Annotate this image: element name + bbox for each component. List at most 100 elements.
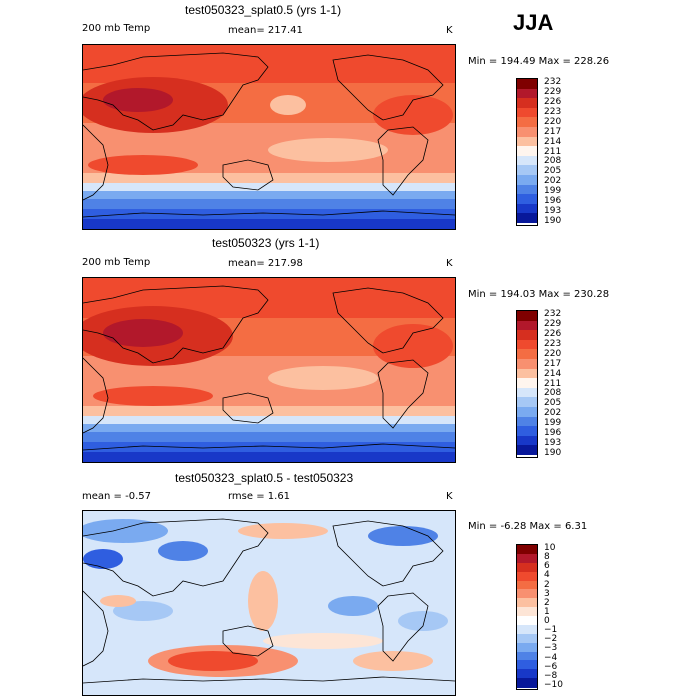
field-band xyxy=(83,424,455,432)
colorbar-swatch xyxy=(517,633,537,644)
coastline-africa xyxy=(83,124,109,201)
cool-anomaly xyxy=(368,526,438,546)
panel-1-colorbar-swatches xyxy=(516,78,538,226)
colorbar-tick-label: 226 xyxy=(544,329,562,340)
panel-1-unit-label: K xyxy=(446,25,453,36)
colorbar-swatch xyxy=(517,203,537,214)
colorbar-tick-label: 193 xyxy=(544,205,562,216)
colorbar-swatch xyxy=(517,98,537,109)
coastline-north-america xyxy=(332,287,444,354)
colorbar-swatch xyxy=(517,562,537,573)
colorbar-swatch xyxy=(517,165,537,176)
colorbar-tick-label: 1 xyxy=(544,606,550,617)
cool-anomaly xyxy=(83,549,123,569)
colorbar-swatch xyxy=(517,607,537,617)
panel-3-colorbar-swatches xyxy=(516,544,538,690)
colorbar-tick-label: 6 xyxy=(544,561,550,572)
cool-anomaly xyxy=(328,596,378,616)
coastline-south-america xyxy=(377,359,429,429)
coastline-africa xyxy=(83,357,109,434)
panel-3-contour-field xyxy=(83,511,455,695)
cool-anomaly xyxy=(158,541,208,561)
colorbar-tick-label: 10 xyxy=(544,543,556,554)
colorbar-tick-label: 199 xyxy=(544,185,562,196)
panel-2-variable-label: 200 mb Temp xyxy=(82,257,151,268)
coastline-eurasia xyxy=(83,52,269,131)
panel-1-mean-label: mean= 217.41 xyxy=(228,25,303,36)
colorbar-swatch xyxy=(517,407,537,418)
coastline-south-america xyxy=(377,592,429,662)
colorbar-swatch xyxy=(517,330,537,341)
warm-anomaly xyxy=(103,88,173,112)
panel-2-colorbar: 232 229 226 223 220 217 214 211 208 205 202 199 196 1… xyxy=(516,309,596,458)
colorbar-swatch xyxy=(517,88,537,99)
panel-3-colorbar-labels: 10 8 6 4 2 3 2 1 0 −1 −2 −3 −4 −6 −8 −10 xyxy=(544,543,594,690)
coastline-antarctica xyxy=(83,676,455,684)
colorbar-tick-label: 202 xyxy=(544,408,562,419)
colorbar-swatch xyxy=(517,416,537,427)
colorbar-swatch xyxy=(517,397,537,408)
panel-3-mean-label: mean = -0.57 xyxy=(82,491,151,502)
cool-anomaly xyxy=(270,95,306,115)
panel-1-variable-label: 200 mb Temp xyxy=(82,23,151,34)
colorbar-swatch xyxy=(517,642,537,652)
colorbar-tick-label: −8 xyxy=(544,670,558,681)
colorbar-swatch xyxy=(517,127,537,138)
colorbar-swatch xyxy=(517,660,537,670)
colorbar-tick-label: 220 xyxy=(544,348,562,359)
colorbar-tick-label: 229 xyxy=(544,319,562,330)
colorbar-tick-label: 205 xyxy=(544,166,562,177)
colorbar-tick-label: 0 xyxy=(544,616,550,627)
colorbar-swatch xyxy=(517,311,537,322)
colorbar-tick-label: 214 xyxy=(544,136,562,147)
colorbar-swatch xyxy=(517,155,537,166)
colorbar-swatch xyxy=(517,378,537,389)
panel-2-mean-label: mean= 217.98 xyxy=(228,258,303,269)
colorbar-swatch xyxy=(517,349,537,360)
panel-1-colorbar-labels: 232 229 226 223 220 217 214 211 208 205 202 199 196 1… xyxy=(544,77,594,226)
cool-anomaly xyxy=(398,611,448,631)
panel-3-rmse-label: rmse = 1.61 xyxy=(228,491,291,502)
colorbar-swatch xyxy=(517,107,537,118)
colorbar-swatch xyxy=(517,387,537,398)
colorbar-tick-label: 190 xyxy=(544,215,562,226)
colorbar-swatch xyxy=(517,651,537,661)
colorbar-tick-label: 196 xyxy=(544,427,562,438)
colorbar-tick-label: −4 xyxy=(544,652,558,663)
colorbar-tick-label: 4 xyxy=(544,570,550,581)
colorbar-tick-label: 232 xyxy=(544,77,562,88)
colorbar-swatch xyxy=(517,146,537,157)
panel-1-title: test050323_splat0.5 (yrs 1-1) xyxy=(185,3,342,17)
coastline-eurasia xyxy=(83,285,269,364)
colorbar-tick-label: 223 xyxy=(544,339,562,350)
field-band xyxy=(83,406,455,416)
colorbar-swatch xyxy=(517,669,537,679)
warm-anomaly xyxy=(263,633,383,649)
panel-3-map xyxy=(82,510,456,696)
colorbar-tick-label: −10 xyxy=(544,679,563,690)
warm-anomaly xyxy=(93,386,213,406)
colorbar-tick-label: 205 xyxy=(544,398,562,409)
field-band xyxy=(83,209,455,219)
panel-2-contour-field xyxy=(83,278,455,462)
colorbar-swatch xyxy=(517,213,537,224)
cool-anomaly xyxy=(83,519,168,543)
panel-1-min-max: Min = 194.49 Max = 228.26 xyxy=(468,56,610,67)
colorbar-swatch xyxy=(517,426,537,437)
colorbar-tick-label: 2 xyxy=(544,597,550,608)
panel-1-map xyxy=(82,44,456,230)
colorbar-swatch xyxy=(517,339,537,350)
field-band xyxy=(83,442,455,452)
colorbar-swatch xyxy=(517,616,537,626)
panel-3-unit-label: K xyxy=(446,491,453,502)
colorbar-tick-label: −1 xyxy=(544,625,558,636)
colorbar-swatch xyxy=(517,117,537,128)
colorbar-swatch xyxy=(517,175,537,186)
coastline-north-america xyxy=(332,54,444,121)
coastline-australia xyxy=(222,159,274,191)
colorbar-tick-label: 199 xyxy=(544,417,562,428)
field-band xyxy=(83,452,455,462)
colorbar-swatch xyxy=(517,589,537,599)
colorbar-tick-label: 229 xyxy=(544,87,562,98)
field-band xyxy=(83,416,455,424)
